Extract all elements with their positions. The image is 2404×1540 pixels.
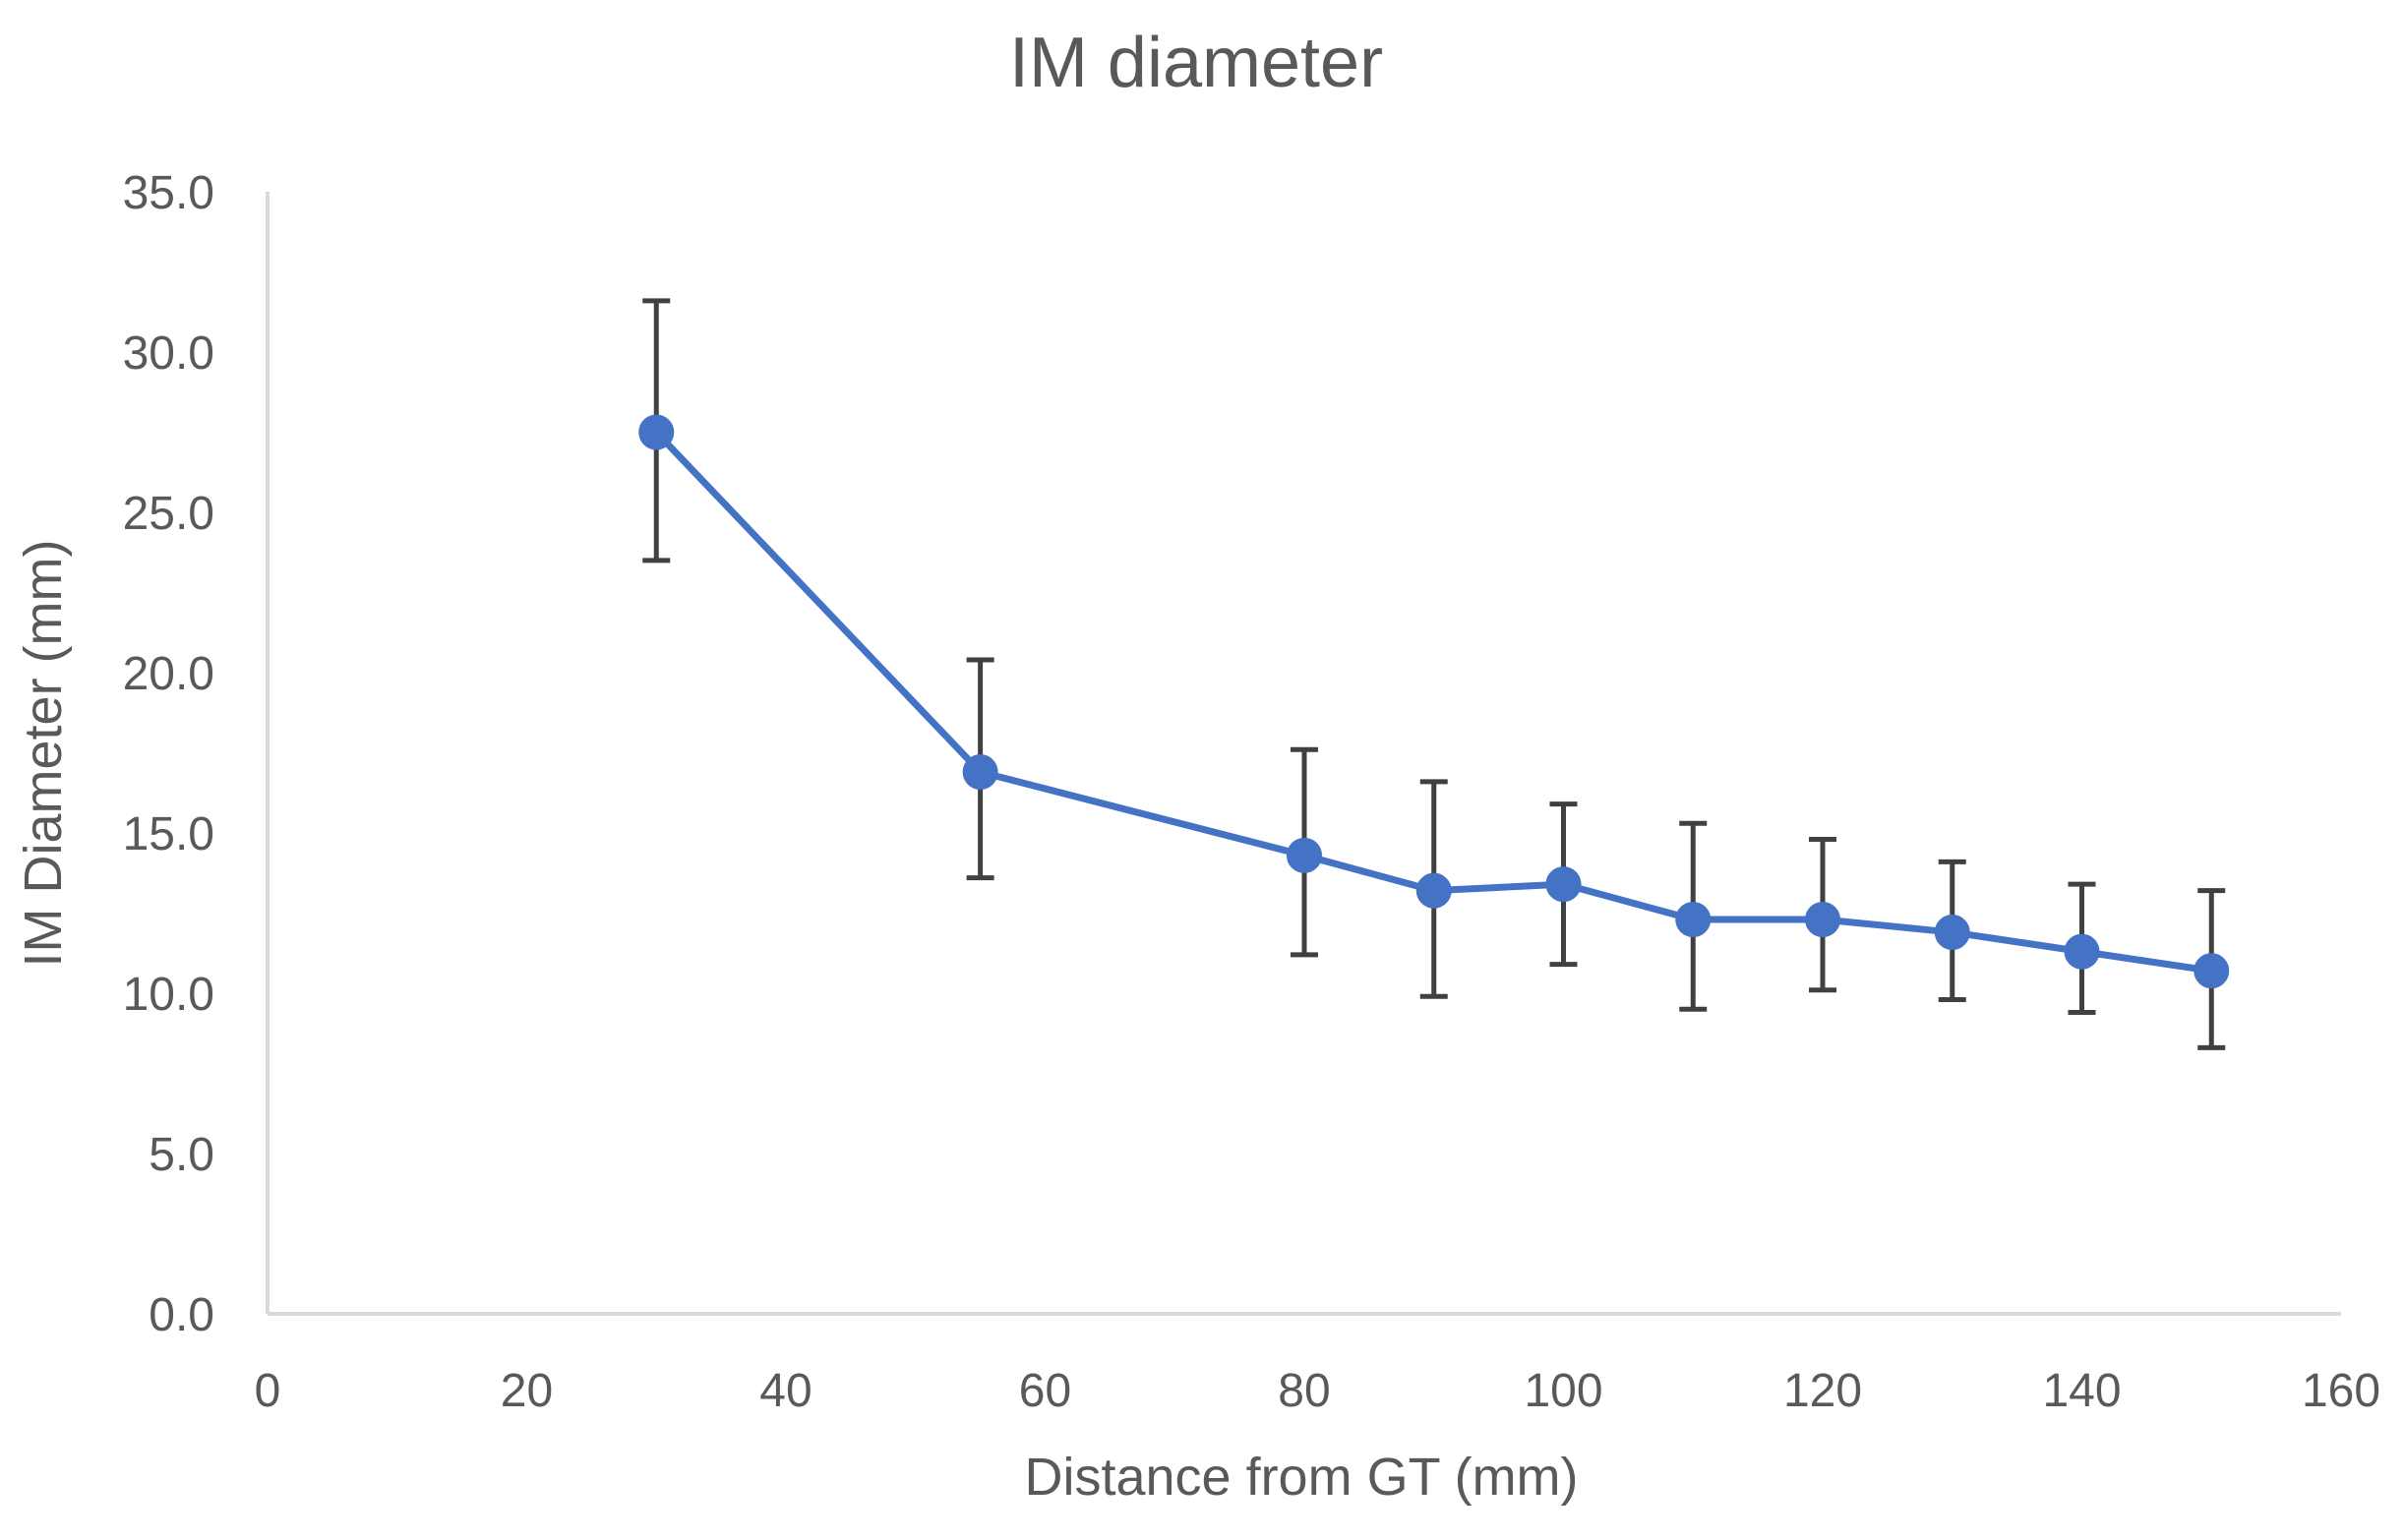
data-point [1415,872,1452,909]
x-tick-label: 20 [501,1365,553,1417]
y-tick-label: 20.0 [123,648,214,700]
data-point [1934,915,1970,951]
y-tick-label: 30.0 [123,327,214,380]
y-tick-label: 35.0 [123,167,214,219]
tick-labels: 0 20 40 60 80 100 120 140 160 0.0 5.0 10.0 15.0 20.0 2… [123,167,2380,1417]
y-tick-label: 25.0 [123,488,214,540]
data-point [1675,902,1712,938]
data-point [1805,902,1840,938]
x-tick-label: 140 [2042,1365,2121,1417]
data-point [1545,866,1582,903]
x-tick-label: 100 [1524,1365,1602,1417]
y-axis-label: IM Diameter (mm) [14,540,73,968]
series-line [652,429,2215,975]
x-tick-label: 60 [1019,1365,1071,1417]
chart-title: IM diameter [1009,24,1383,102]
data-point [962,754,998,791]
x-tick-label: 120 [1783,1365,1862,1417]
y-tick-label: 15.0 [123,808,214,860]
y-tick-label: 0.0 [149,1289,214,1341]
axes [266,192,2341,1316]
y-tick-label: 10.0 [123,969,214,1021]
x-tick-label: 80 [1278,1365,1330,1417]
data-series [638,414,2230,989]
x-tick-label: 160 [2302,1365,2380,1417]
data-point [1287,837,1322,873]
x-axis-label: Distance from GT (mm) [1024,1448,1578,1507]
data-point [2064,933,2100,970]
data-point [2194,953,2230,989]
data-point [638,414,675,450]
x-tick-label: 40 [759,1365,811,1417]
y-tick-label: 5.0 [149,1129,214,1181]
x-tick-label: 0 [255,1365,281,1417]
